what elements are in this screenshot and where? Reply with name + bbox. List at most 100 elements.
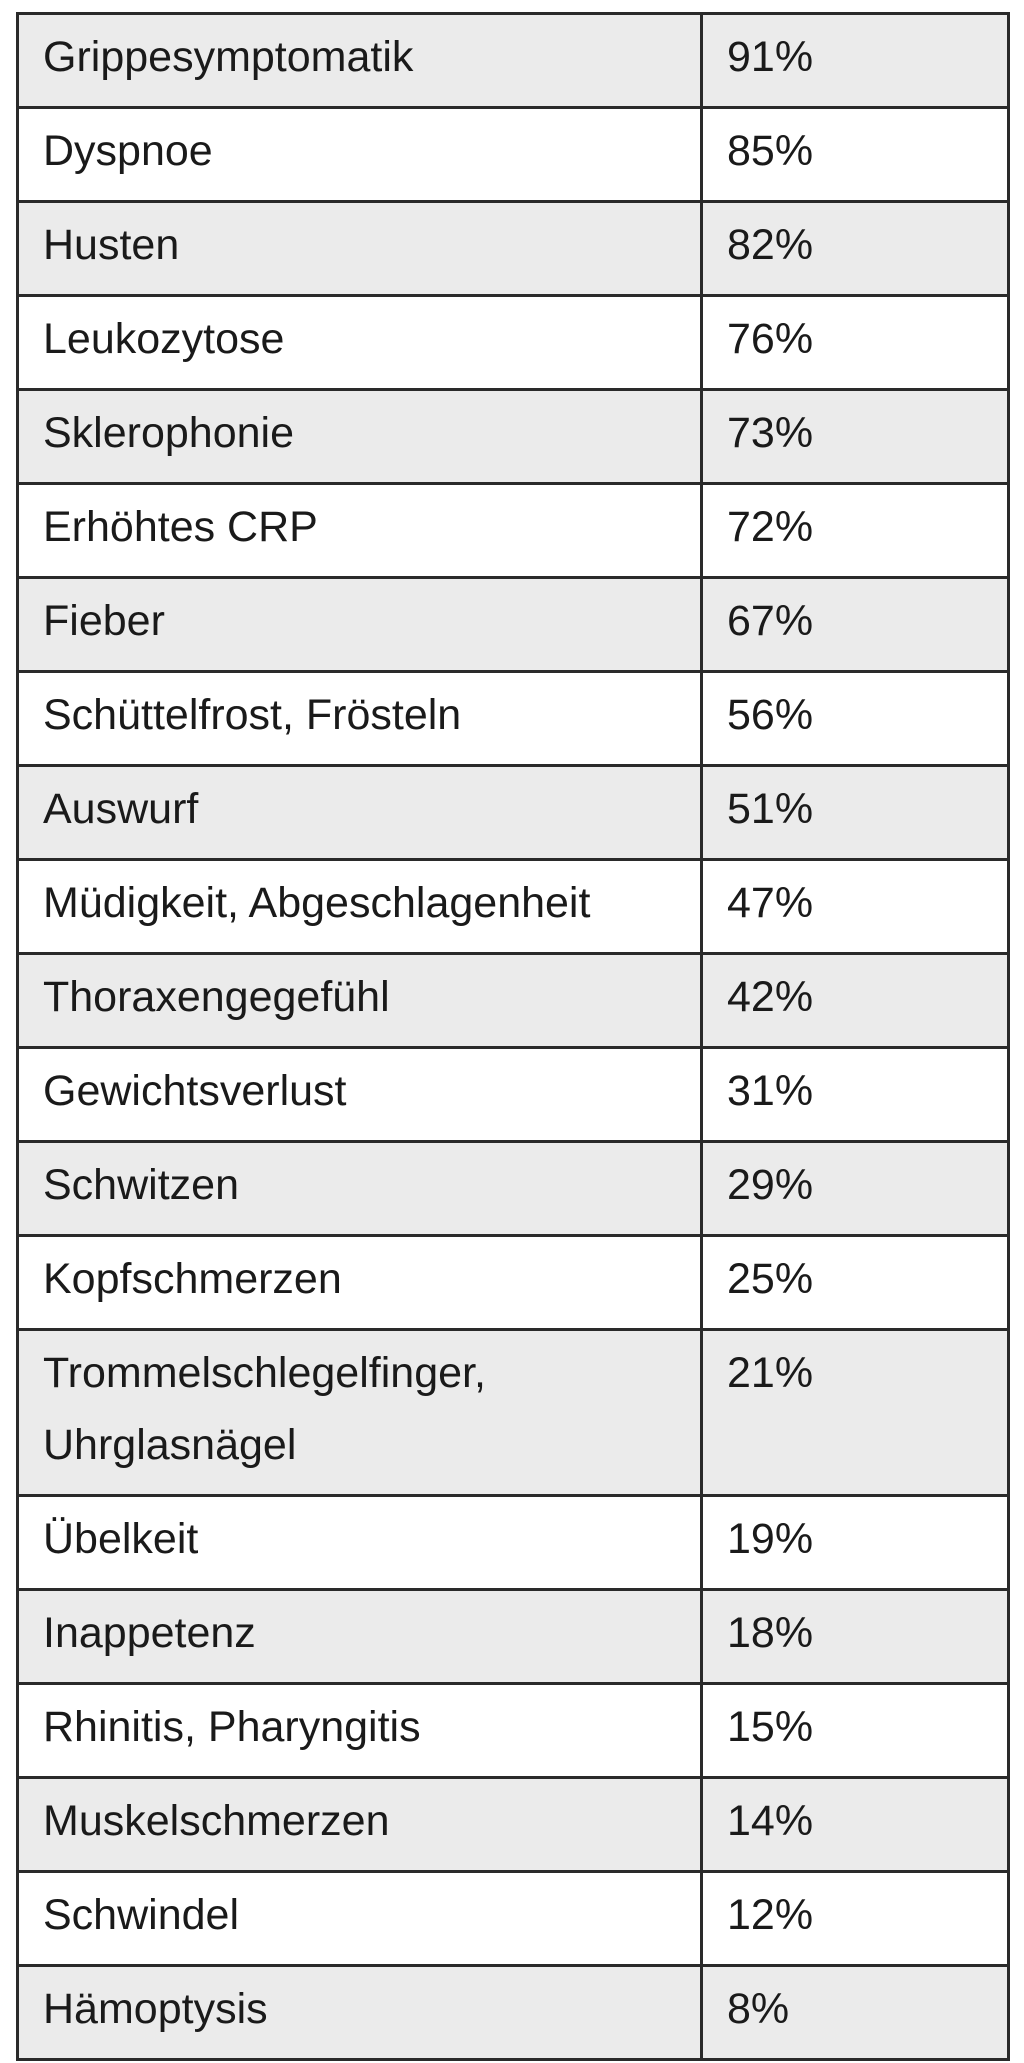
- percent-cell: 82%: [700, 200, 1010, 297]
- table-row: Trommelschlegelfinger, Uhrglasnägel 21%: [16, 1328, 1010, 1497]
- symptom-cell: Schwindel: [16, 1870, 703, 1967]
- table-row: Erhöhtes CRP 72%: [16, 482, 1010, 579]
- percent-value: 12%: [727, 1891, 814, 1939]
- symptom-cell: Grippesymptomatik: [16, 12, 703, 109]
- percent-cell: 85%: [700, 106, 1010, 203]
- symptom-cell: Erhöhtes CRP: [16, 482, 703, 579]
- symptom-cell: Leukozytose: [16, 294, 703, 391]
- symptom-label: Fieber: [43, 597, 165, 645]
- percent-cell: 15%: [700, 1682, 1010, 1779]
- percent-cell: 91%: [700, 12, 1010, 109]
- percent-cell: 19%: [700, 1494, 1010, 1591]
- symptom-cell: Dyspnoe: [16, 106, 703, 203]
- table-row: Dyspnoe 85%: [16, 106, 1010, 203]
- percent-value: 42%: [727, 973, 814, 1021]
- symptom-cell: Auswurf: [16, 764, 703, 861]
- symptom-cell: Gewichtsverlust: [16, 1046, 703, 1143]
- table-row: Müdigkeit, Abgeschlagenheit 47%: [16, 858, 1010, 955]
- symptom-label: Erhöhtes CRP: [43, 503, 318, 551]
- symptom-cell: Schwitzen: [16, 1140, 703, 1237]
- symptom-cell: Kopfschmerzen: [16, 1234, 703, 1331]
- symptom-label: Schüttelfrost, Frösteln: [43, 691, 462, 739]
- percent-cell: 14%: [700, 1776, 1010, 1873]
- percent-cell: 18%: [700, 1588, 1010, 1685]
- percent-cell: 47%: [700, 858, 1010, 955]
- symptom-cell: Trommelschlegelfinger, Uhrglasnägel: [16, 1328, 703, 1497]
- percent-cell: 29%: [700, 1140, 1010, 1237]
- percent-cell: 56%: [700, 670, 1010, 767]
- table-row: Rhinitis, Pharyngitis 15%: [16, 1682, 1010, 1779]
- symptom-label: Thoraxengegefühl: [43, 973, 390, 1021]
- symptom-label: Sklerophonie: [43, 409, 295, 457]
- percent-value: 76%: [727, 315, 814, 363]
- symptom-cell: Thoraxengegefühl: [16, 952, 703, 1049]
- symptom-label: Übelkeit: [43, 1515, 199, 1563]
- symptom-label: Dyspnoe: [43, 127, 213, 175]
- percent-value: 82%: [727, 221, 814, 269]
- percent-value: 91%: [727, 33, 814, 81]
- percent-value: 15%: [727, 1703, 814, 1751]
- table-row: Muskelschmerzen 14%: [16, 1776, 1010, 1873]
- percent-value: 73%: [727, 409, 814, 457]
- table-row: Auswurf 51%: [16, 764, 1010, 861]
- symptom-cell: Schüttelfrost, Frösteln: [16, 670, 703, 767]
- percent-cell: 73%: [700, 388, 1010, 485]
- percent-value: 19%: [727, 1515, 814, 1563]
- table-row: Schwitzen 29%: [16, 1140, 1010, 1237]
- percent-value: 56%: [727, 691, 814, 739]
- symptom-label: Müdigkeit, Abgeschlagenheit: [43, 879, 591, 927]
- symptom-label: Muskelschmerzen: [43, 1797, 390, 1845]
- symptom-label: Leukozytose: [43, 315, 285, 363]
- symptom-cell: Sklerophonie: [16, 388, 703, 485]
- table-row: Fieber 67%: [16, 576, 1010, 673]
- symptom-cell: Rhinitis, Pharyngitis: [16, 1682, 703, 1779]
- symptom-label: Grippesymptomatik: [43, 33, 414, 81]
- percent-cell: 67%: [700, 576, 1010, 673]
- symptom-frequency-table: Grippesymptomatik 91% Dyspnoe 85% Husten…: [16, 12, 1010, 2061]
- table-row: Hämoptysis 8%: [16, 1964, 1010, 2061]
- table-row: Kopfschmerzen 25%: [16, 1234, 1010, 1331]
- symptom-cell: Übelkeit: [16, 1494, 703, 1591]
- percent-value: 29%: [727, 1161, 814, 1209]
- percent-cell: 31%: [700, 1046, 1010, 1143]
- percent-value: 51%: [727, 785, 814, 833]
- symptom-label: Gewichtsverlust: [43, 1067, 347, 1115]
- percent-cell: 12%: [700, 1870, 1010, 1967]
- table-row: Husten 82%: [16, 200, 1010, 297]
- symptom-label: Schwitzen: [43, 1161, 239, 1209]
- percent-value: 72%: [727, 503, 814, 551]
- table-row: Grippesymptomatik 91%: [16, 12, 1010, 109]
- percent-value: 25%: [727, 1255, 814, 1303]
- symptom-cell: Husten: [16, 200, 703, 297]
- percent-value: 14%: [727, 1797, 814, 1845]
- symptom-label: Schwindel: [43, 1891, 239, 1939]
- symptom-label: Hämoptysis: [43, 1985, 268, 2033]
- table-body: Grippesymptomatik 91% Dyspnoe 85% Husten…: [16, 12, 1010, 2061]
- percent-cell: 21%: [700, 1328, 1010, 1497]
- percent-value: 21%: [727, 1349, 814, 1397]
- symptom-label: Kopfschmerzen: [43, 1255, 342, 1303]
- symptom-cell: Muskelschmerzen: [16, 1776, 703, 1873]
- percent-value: 67%: [727, 597, 814, 645]
- table-row: Gewichtsverlust 31%: [16, 1046, 1010, 1143]
- symptom-label: Trommelschlegelfinger, Uhrglasnägel: [43, 1349, 486, 1469]
- percent-value: 18%: [727, 1609, 814, 1657]
- symptom-label: Inappetenz: [43, 1609, 256, 1657]
- table-row: Leukozytose 76%: [16, 294, 1010, 391]
- percent-value: 31%: [727, 1067, 814, 1115]
- percent-cell: 25%: [700, 1234, 1010, 1331]
- percent-cell: 51%: [700, 764, 1010, 861]
- table-row: Sklerophonie 73%: [16, 388, 1010, 485]
- symptom-label: Auswurf: [43, 785, 199, 833]
- percent-cell: 42%: [700, 952, 1010, 1049]
- symptom-label: Husten: [43, 221, 180, 269]
- table-row: Inappetenz 18%: [16, 1588, 1010, 1685]
- percent-cell: 72%: [700, 482, 1010, 579]
- table-row: Übelkeit 19%: [16, 1494, 1010, 1591]
- percent-cell: 8%: [700, 1964, 1010, 2061]
- table-row: Schwindel 12%: [16, 1870, 1010, 1967]
- symptom-cell: Müdigkeit, Abgeschlagenheit: [16, 858, 703, 955]
- symptom-cell: Inappetenz: [16, 1588, 703, 1685]
- symptom-cell: Hämoptysis: [16, 1964, 703, 2061]
- symptom-label: Rhinitis, Pharyngitis: [43, 1703, 421, 1751]
